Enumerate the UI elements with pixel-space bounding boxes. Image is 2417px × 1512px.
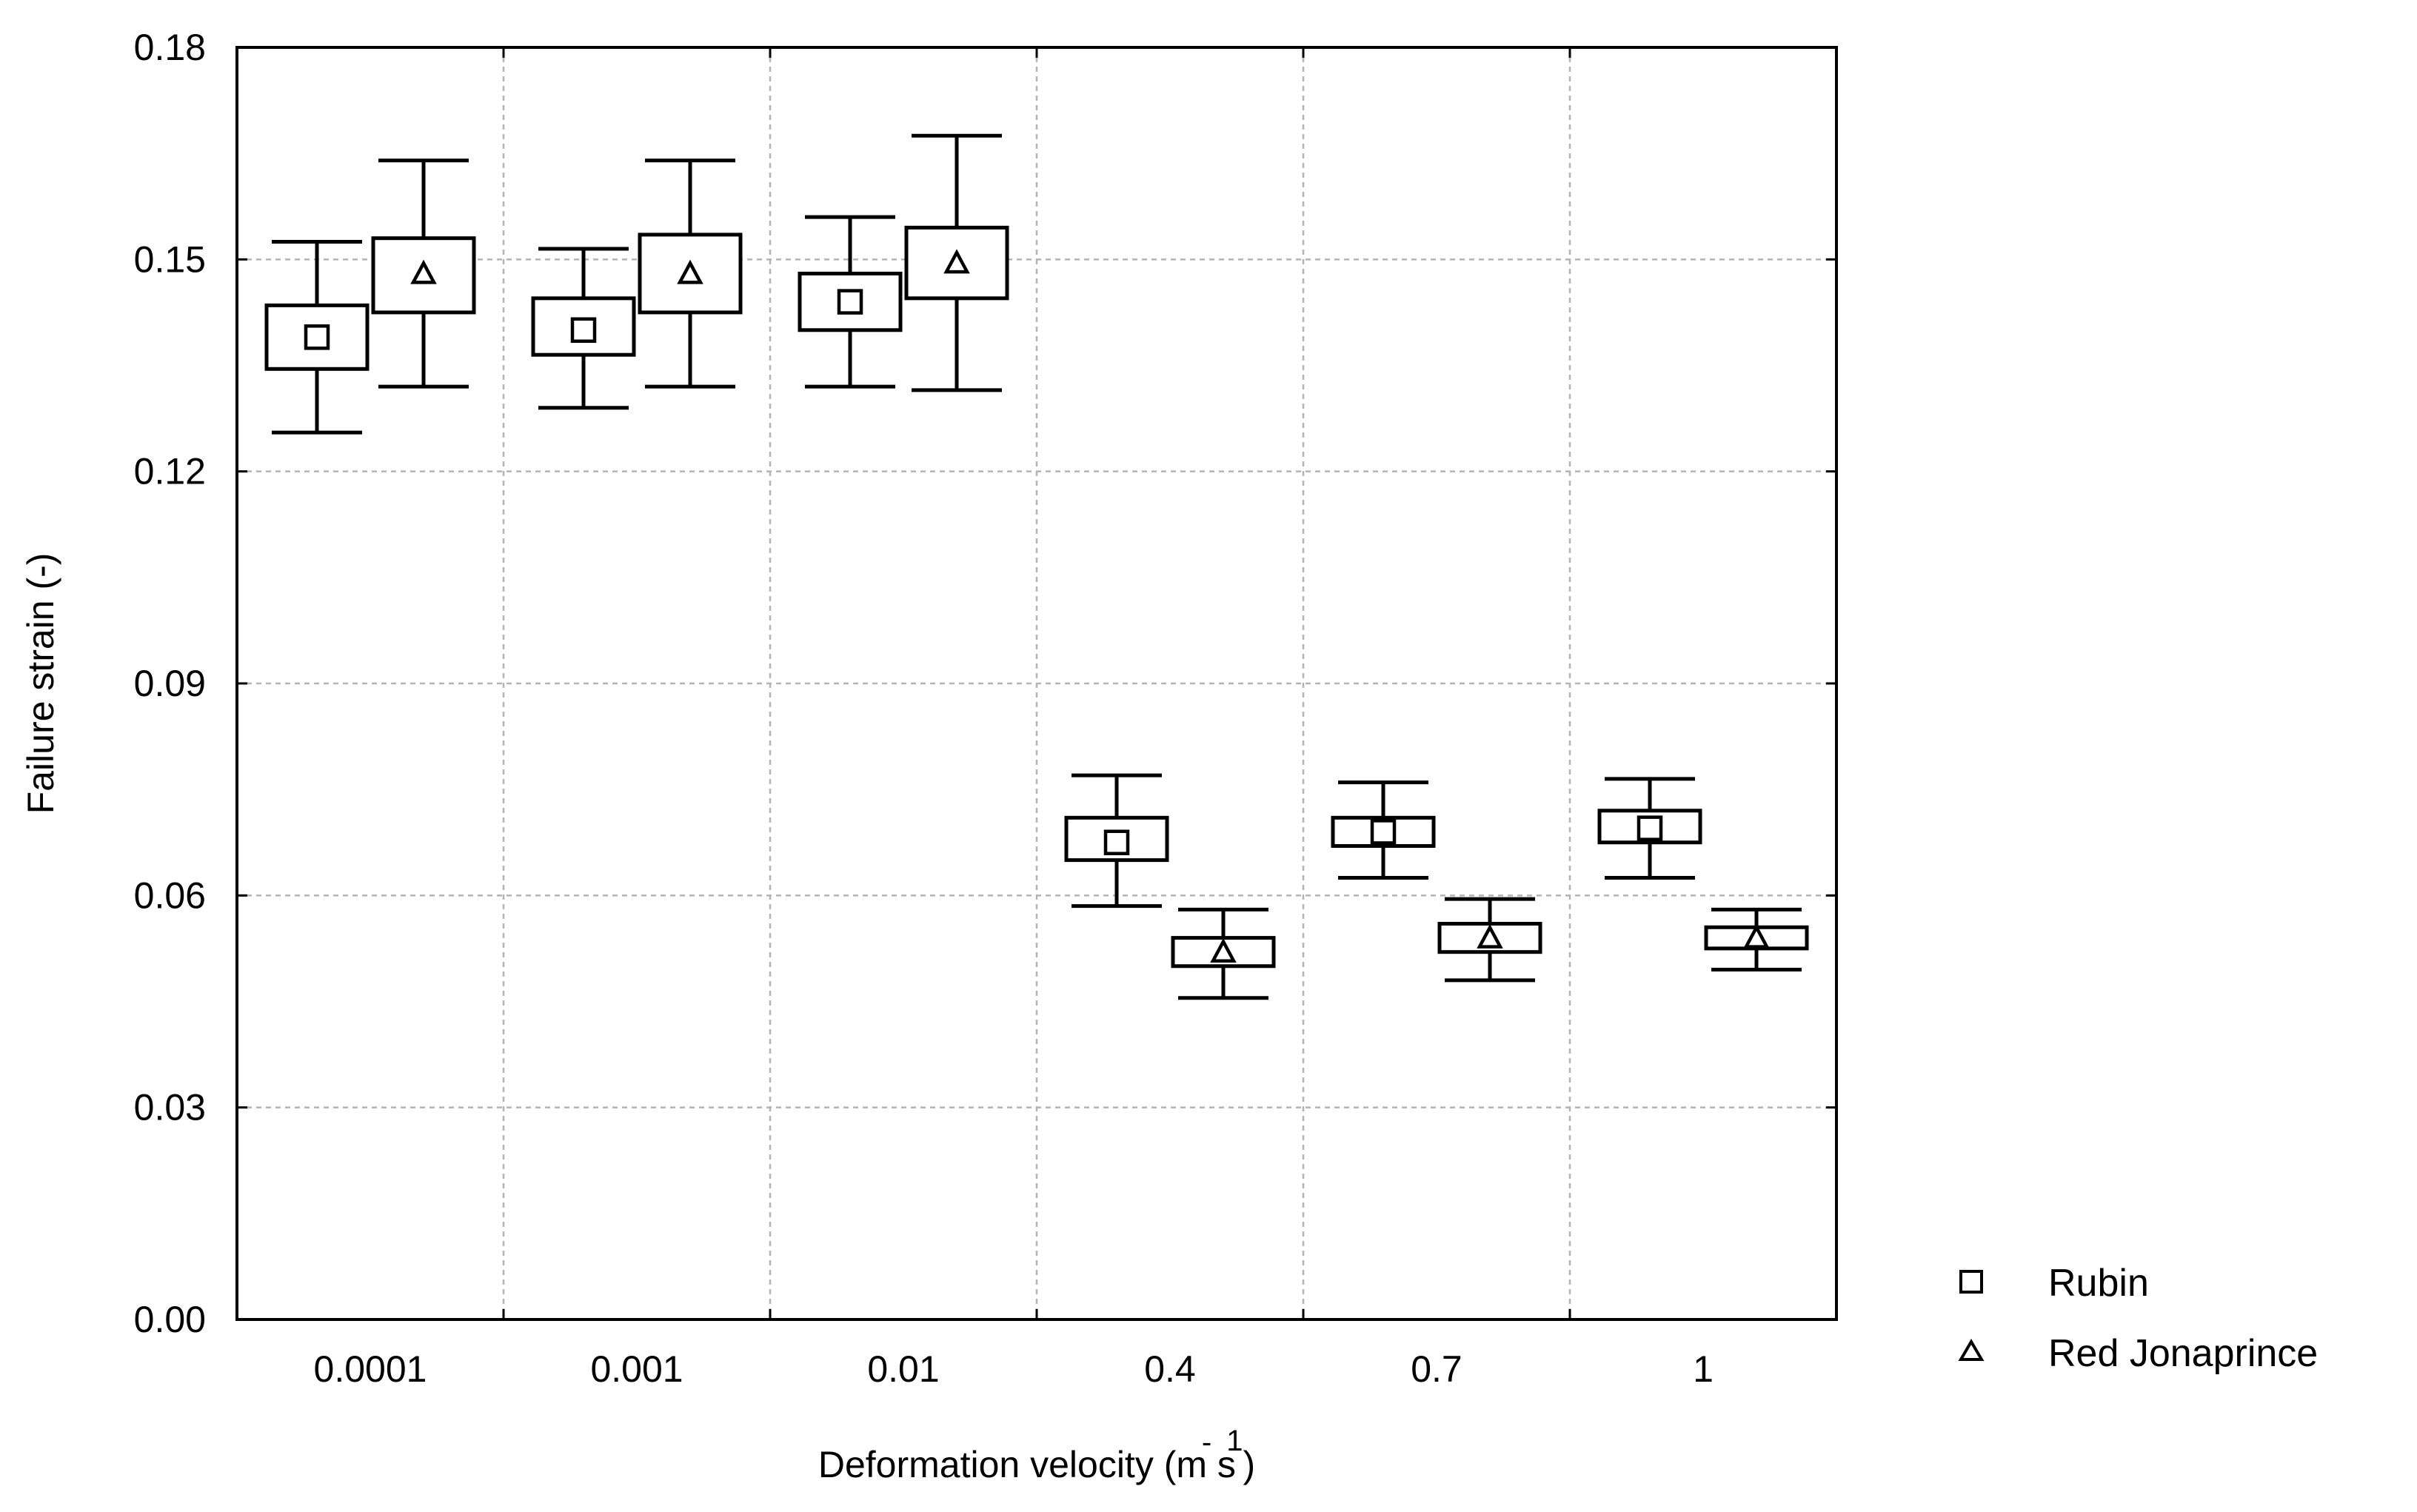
mean-marker-square bbox=[1370, 819, 1397, 845]
mean-marker-triangle bbox=[677, 259, 703, 284]
y-axis-title: Failure strain (-) bbox=[20, 553, 61, 814]
box-red-jonaprince bbox=[1437, 897, 1542, 983]
mean-marker-triangle bbox=[943, 249, 970, 274]
legend-rubin-icon bbox=[1959, 1270, 1983, 1294]
mean-marker-triangle bbox=[1743, 923, 1770, 949]
x-tick-label: 0.0001 bbox=[314, 1348, 427, 1390]
legend-red-jonaprince-icon bbox=[1958, 1339, 1985, 1361]
y-tick-label: 0.09 bbox=[134, 663, 206, 704]
tick-layer: 0.00 0.03 0.06 0.09 0.12 0.15 0.18 0.0001 0.001 0… bbox=[134, 27, 1836, 1390]
mean-marker-square bbox=[837, 289, 863, 315]
grid-layer bbox=[237, 47, 1836, 1319]
x-axis-title-close: ) bbox=[1243, 1444, 1255, 1485]
x-tick-label: 0.01 bbox=[867, 1348, 939, 1390]
box-red-jonaprince bbox=[1171, 907, 1276, 1000]
mean-marker-triangle bbox=[1210, 937, 1237, 963]
box-layer bbox=[264, 133, 1809, 1000]
legend-red-jonaprince-label: Red Jonaprince bbox=[2048, 1332, 2318, 1375]
box-red-jonaprince bbox=[904, 133, 1009, 392]
x-axis-title-minus: - bbox=[1202, 1426, 1211, 1459]
y-tick-label: 0.06 bbox=[134, 874, 206, 916]
x-tick-label: 0.7 bbox=[1411, 1348, 1462, 1390]
x-axis-title-main: Deformation velocity (m s bbox=[818, 1444, 1236, 1485]
legend-rubin-label: Rubin bbox=[2048, 1262, 2149, 1305]
mean-marker-triangle bbox=[410, 259, 437, 284]
box-rubin bbox=[264, 239, 370, 435]
x-axis-title-exponent: 1 bbox=[1226, 1425, 1243, 1457]
box-rubin bbox=[1597, 777, 1702, 880]
mean-marker-square bbox=[304, 324, 330, 350]
mean-marker-square bbox=[1103, 829, 1130, 855]
box-rubin bbox=[1064, 773, 1169, 909]
x-axis-title: Deformation velocity (m s- 1) bbox=[818, 1425, 1255, 1485]
box-red-jonaprince bbox=[1704, 907, 1809, 972]
box-red-jonaprince bbox=[638, 158, 743, 389]
y-tick-label: 0.00 bbox=[134, 1299, 206, 1340]
mean-marker-triangle bbox=[1477, 923, 1503, 949]
mean-marker-square bbox=[1637, 815, 1663, 841]
y-tick-label: 0.18 bbox=[134, 27, 206, 68]
legend: Rubin Red Jonaprince bbox=[1958, 1262, 2318, 1375]
x-tick-label: 0.001 bbox=[590, 1348, 683, 1390]
y-tick-label: 0.15 bbox=[134, 238, 206, 280]
box-rubin bbox=[798, 215, 903, 389]
x-tick-label: 0.4 bbox=[1144, 1348, 1196, 1390]
y-tick-label: 0.03 bbox=[134, 1087, 206, 1128]
y-tick-label: 0.12 bbox=[134, 451, 206, 492]
mean-marker-square bbox=[570, 317, 597, 344]
box-red-jonaprince bbox=[371, 158, 476, 389]
x-tick-label: 1 bbox=[1693, 1348, 1714, 1390]
box-rubin bbox=[531, 247, 636, 410]
box-rubin bbox=[1331, 780, 1436, 880]
